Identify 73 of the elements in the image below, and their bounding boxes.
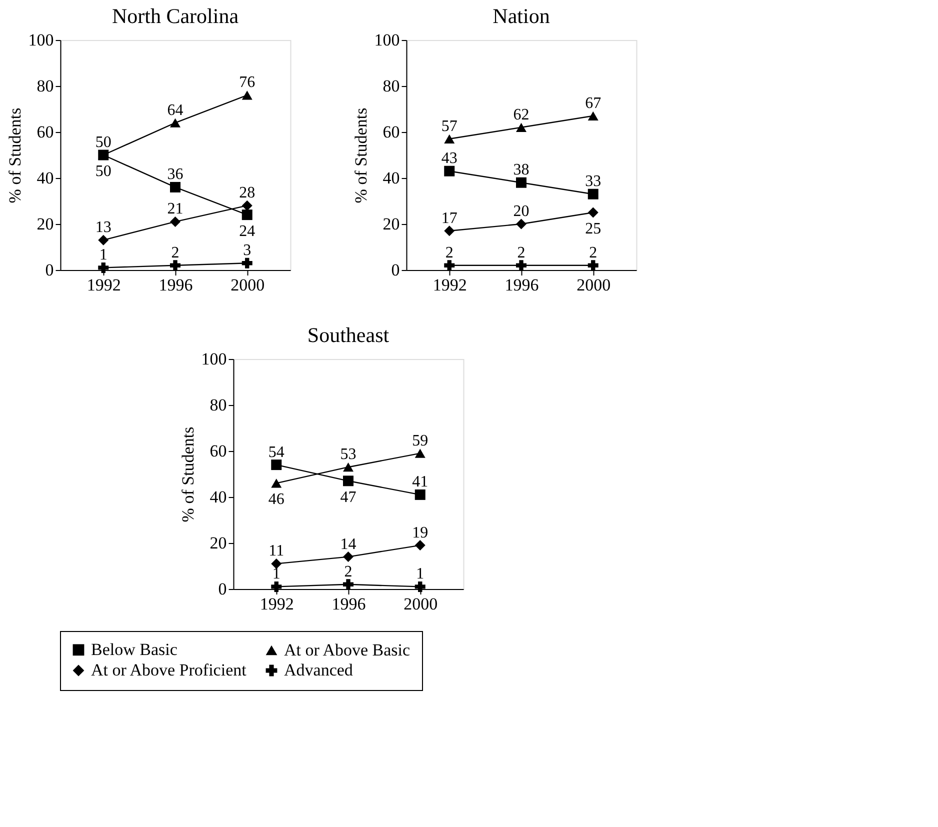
data-label: 28 [239, 184, 256, 202]
data-label: 50 [95, 163, 112, 180]
x-tick-label: 2000 [576, 276, 611, 294]
data-label: 33 [585, 173, 602, 190]
data-label: 59 [412, 432, 428, 450]
data-label: 1 [416, 566, 424, 583]
legend-label: At or Above Basic [284, 640, 411, 660]
y-tick-label: 40 [210, 488, 227, 506]
y-tick-label: 40 [36, 168, 54, 188]
data-label: 50 [95, 134, 112, 151]
legend-label: Advanced [284, 660, 354, 680]
y-tick-label: 20 [36, 214, 54, 234]
y-tick-label: 80 [210, 396, 227, 414]
data-label: 14 [340, 536, 356, 553]
y-tick-label: 20 [210, 534, 227, 552]
x-tick-label: 1992 [432, 276, 467, 294]
legend-label: Below Basic [91, 640, 178, 659]
y-tick-label: 0 [218, 580, 227, 598]
x-tick-label: 1992 [86, 276, 121, 294]
data-label: 2 [517, 244, 526, 262]
data-label: 3 [243, 242, 252, 260]
data-label: 11 [268, 542, 284, 560]
y-axis-title: % of Students [178, 426, 198, 522]
data-label: 2 [344, 563, 352, 580]
data-label: 76 [239, 74, 256, 92]
chart-title: Nation [492, 4, 550, 28]
y-tick-label: 100 [28, 30, 54, 50]
y-axis-title: % of Students [5, 108, 24, 204]
y-tick-label: 20 [382, 214, 400, 234]
data-label: 17 [441, 210, 458, 227]
data-label: 43 [441, 150, 458, 168]
x-tick-label: 2000 [404, 594, 438, 614]
data-label: 53 [340, 446, 356, 464]
data-label: 46 [268, 491, 284, 508]
data-label: 38 [513, 162, 530, 179]
y-tick-label: 60 [36, 122, 54, 142]
chart-title: Southeast [307, 323, 390, 347]
data-label: 21 [167, 200, 184, 218]
chart-title: North Carolina [112, 4, 240, 28]
y-tick-label: 60 [210, 442, 227, 460]
x-tick-label: 1996 [504, 276, 539, 294]
data-label: 20 [513, 203, 530, 220]
data-label: 1 [272, 566, 280, 583]
y-tick-label: 100 [374, 30, 400, 50]
data-label: 2 [171, 244, 180, 262]
data-label: 25 [585, 220, 602, 238]
x-tick-label: 1996 [332, 594, 366, 614]
y-tick-label: 60 [382, 122, 400, 142]
x-tick-label: 1996 [158, 276, 193, 294]
y-axis-title: % of Students [351, 108, 370, 204]
x-tick-label: 1992 [260, 594, 294, 614]
data-label: 41 [412, 474, 428, 491]
y-tick-label: 40 [382, 168, 400, 188]
legend-label: At or Above Proficient [91, 660, 247, 680]
data-label: 19 [412, 524, 428, 542]
y-tick-label: 0 [391, 260, 400, 280]
data-label: 24 [239, 222, 256, 240]
x-tick-label: 2000 [230, 276, 265, 294]
data-label: 64 [167, 102, 184, 119]
data-label: 62 [513, 106, 530, 124]
data-label: 67 [585, 94, 602, 112]
data-label: 54 [268, 444, 284, 461]
y-tick-label: 80 [382, 76, 400, 96]
y-tick-label: 80 [36, 76, 54, 96]
data-label: 1 [99, 246, 108, 264]
data-label: 57 [441, 118, 458, 135]
data-label: 47 [340, 488, 356, 506]
data-label: 36 [167, 166, 184, 184]
data-label: 2 [445, 244, 454, 262]
y-tick-label: 100 [201, 350, 227, 368]
data-label: 2 [589, 244, 598, 262]
y-tick-label: 0 [45, 260, 54, 280]
data-label: 13 [95, 219, 112, 236]
